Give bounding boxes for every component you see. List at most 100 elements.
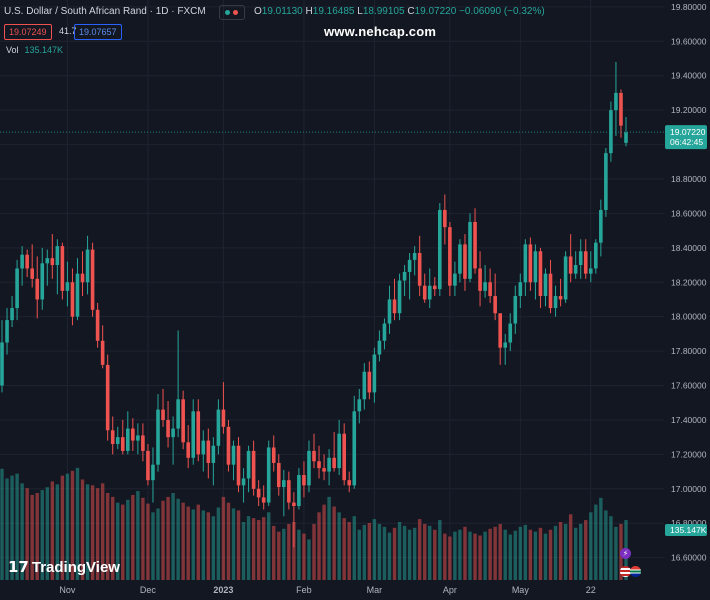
volume-bar [201, 510, 205, 580]
volume-bar [50, 481, 55, 580]
sell-button[interactable]: 19.07249 [4, 24, 52, 40]
volume-bars [0, 467, 628, 580]
candle-body [10, 308, 14, 321]
candle-body [45, 258, 50, 264]
buy-button[interactable]: 19.07657 [74, 24, 122, 40]
candle-body [110, 430, 115, 445]
volume-bar [176, 498, 180, 580]
candle-body [35, 278, 40, 300]
candle-body [322, 468, 326, 472]
candle-body [50, 258, 55, 266]
y-tick-label: 17.60000 [671, 381, 707, 391]
volume-bar [357, 529, 361, 580]
candle-body [105, 364, 110, 431]
candle-body [377, 340, 382, 355]
candle-body [95, 309, 100, 341]
candle-body [493, 296, 497, 314]
candle-body [573, 265, 578, 274]
candle-body [241, 478, 246, 486]
candle-body [412, 252, 417, 260]
y-tick-label: 17.80000 [671, 346, 707, 356]
volume-bar [392, 527, 397, 580]
volume-bar [40, 490, 44, 580]
symbol-title[interactable]: U.S. Dollar / South African Rand · 1D · … [4, 6, 206, 17]
y-tick-label: 19.80000 [671, 2, 707, 12]
volume-bar [231, 508, 236, 580]
candle-body [367, 371, 372, 393]
volume-bar [166, 496, 170, 580]
visibility-toggle-icon[interactable] [219, 5, 245, 20]
candle-body [327, 457, 331, 472]
candle-body [90, 249, 95, 310]
lightning-icon[interactable]: ⚡ [620, 548, 631, 559]
volume-bar [236, 510, 241, 580]
candle-body [372, 354, 377, 393]
candle-body [161, 409, 165, 420]
candle-body [563, 256, 568, 300]
candle-body [553, 296, 558, 309]
volume-bar [70, 470, 75, 580]
candle-body [422, 285, 427, 300]
y-tick-label: 18.40000 [671, 243, 707, 253]
volume-bar [191, 509, 195, 580]
volume-bar [553, 525, 558, 580]
volume-bar [377, 523, 382, 580]
candle-body [302, 475, 306, 486]
volume-bar [287, 523, 291, 580]
countdown-label: 06:42:45 [670, 137, 703, 147]
candle-body [85, 249, 90, 283]
candle-body [478, 268, 482, 291]
y-tick-label: 17.20000 [671, 449, 707, 459]
volume-bar [161, 500, 165, 580]
volume-bar [277, 531, 281, 580]
ohlc-readout: O19.01130 H19.16485 L18.99105 C19.07220 … [254, 6, 545, 17]
candle-body [191, 411, 196, 458]
volume-bar [60, 475, 65, 580]
candle-body [448, 227, 452, 286]
volume-bar [20, 483, 24, 580]
volume-bar [478, 535, 482, 580]
tradingview-logo: 𝟭𝟳 TradingView [8, 559, 120, 576]
candle-body [483, 282, 487, 291]
tradingview-icon: 𝟭𝟳 [8, 559, 29, 576]
volume-bar [443, 533, 447, 580]
spread-value: 41.7 [59, 26, 77, 36]
candle-body [548, 273, 553, 309]
volume-axis-label: 135.147K [670, 525, 707, 535]
volume-bar [141, 497, 145, 580]
volume-bar [599, 497, 603, 580]
candle-body [347, 480, 352, 486]
candles [0, 61, 628, 548]
us-flag-icon[interactable] [620, 566, 631, 577]
candle-body [604, 153, 608, 210]
candle-body [287, 480, 291, 503]
candle-body [0, 342, 4, 386]
volume-bar [463, 526, 467, 580]
volume-bar [453, 531, 457, 580]
volume-bar [352, 516, 356, 580]
volume-bar [589, 512, 593, 580]
volume-bar [261, 517, 266, 580]
volume-bar [95, 488, 100, 580]
candle-body [498, 313, 502, 348]
candle-body [473, 222, 477, 269]
candle-body [513, 296, 518, 324]
volume-bar [196, 504, 200, 580]
candle-body [458, 244, 462, 274]
volume-bar [181, 502, 185, 580]
candle-body [297, 475, 301, 506]
volume-bar [146, 503, 150, 580]
za-flag-icon[interactable] [630, 566, 641, 577]
last-price-label-bg [665, 125, 707, 150]
candle-body [614, 92, 618, 111]
candle-body [236, 445, 241, 486]
candle-body [523, 244, 528, 283]
candle-body [282, 480, 286, 488]
volume-bar [518, 526, 523, 580]
y-tick-label: 16.80000 [671, 518, 707, 528]
candle-body [30, 268, 34, 279]
candle-body [115, 437, 120, 445]
y-tick-label: 19.20000 [671, 105, 707, 115]
volume-bar [136, 491, 140, 580]
